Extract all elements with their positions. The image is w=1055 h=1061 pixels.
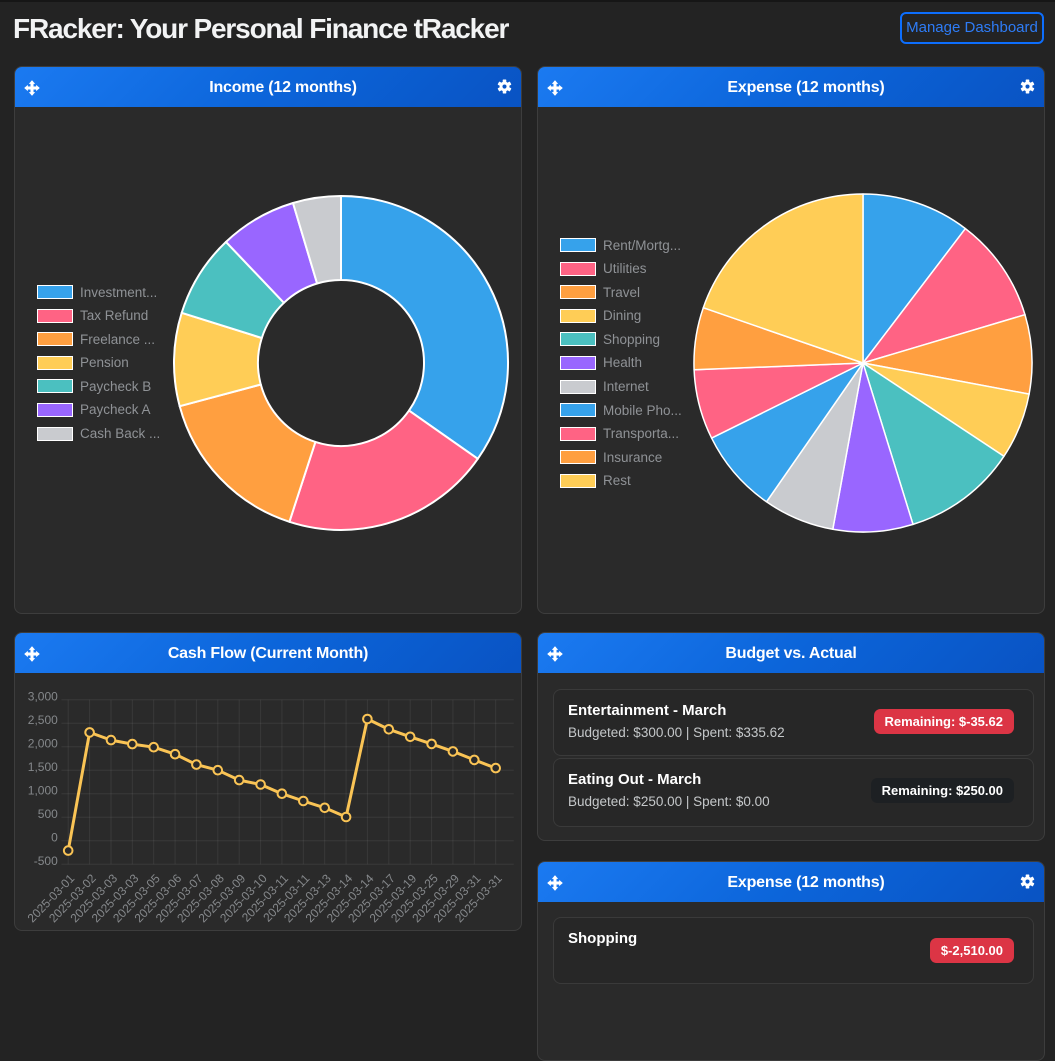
svg-text:3,000: 3,000 [28,690,58,704]
svg-text:2,000: 2,000 [28,737,58,751]
svg-text:1,500: 1,500 [28,760,58,774]
svg-text:-500: -500 [34,854,58,868]
svg-text:1,000: 1,000 [28,784,58,798]
svg-text:0: 0 [51,831,58,845]
svg-text:500: 500 [38,807,58,821]
svg-text:2,500: 2,500 [28,713,58,727]
